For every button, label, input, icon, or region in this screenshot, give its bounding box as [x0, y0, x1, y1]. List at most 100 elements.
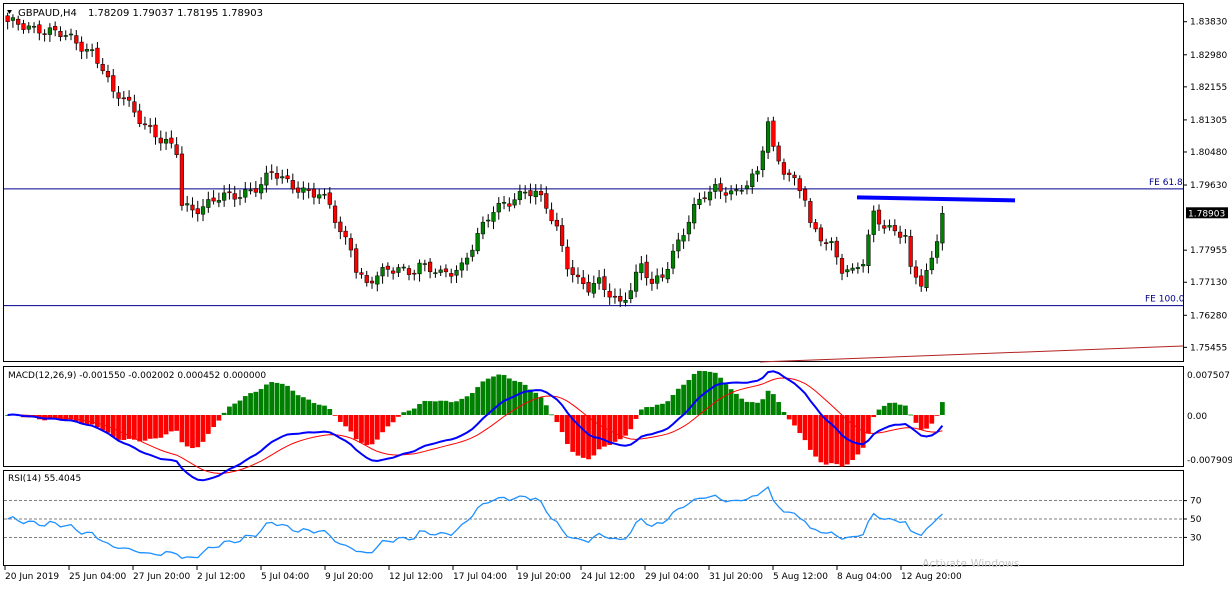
time-tick-label: 12 Jul 12:00 — [389, 572, 443, 582]
candle-body — [876, 209, 882, 225]
candle — [861, 259, 866, 273]
candle-body — [200, 206, 206, 215]
fe-61.8-label: FE 61.8 — [1149, 178, 1183, 188]
macd-histogram-bar — [116, 415, 121, 440]
macd-histogram-bar — [359, 415, 364, 443]
candle — [882, 219, 887, 234]
candle-body — [829, 241, 834, 244]
macd-histogram-bar — [406, 410, 412, 415]
candle — [565, 239, 570, 277]
candle-body — [338, 221, 343, 233]
candle-body — [707, 191, 713, 201]
macd-histogram-bar — [871, 415, 877, 418]
candle — [322, 188, 327, 200]
candle — [618, 288, 623, 307]
candle-body — [892, 225, 897, 232]
candle-body — [391, 270, 396, 274]
macd-histogram-bar — [311, 403, 317, 415]
candle-body — [348, 238, 353, 251]
candle — [348, 233, 353, 258]
candle-body — [295, 187, 301, 193]
macd-histogram-bar — [617, 415, 623, 440]
rsi-panel — [3, 470, 1184, 566]
macd-histogram-bar — [934, 415, 940, 416]
candle-body — [797, 178, 802, 192]
candle — [644, 254, 649, 286]
resistance-line[interactable] — [856, 195, 1016, 203]
candle-body — [507, 203, 512, 207]
candle — [269, 164, 274, 180]
candle-body — [903, 235, 908, 237]
time-tick-label: 12 Aug 20:00 — [901, 572, 962, 582]
candle-body — [523, 191, 528, 194]
candle — [707, 185, 713, 206]
macd-histogram-bar — [850, 415, 855, 460]
macd-histogram-bar — [216, 415, 222, 421]
candle-body — [396, 267, 401, 273]
candle — [903, 228, 908, 244]
candle-body — [253, 188, 258, 193]
macd-tick-top: 0.007507 — [1187, 371, 1230, 381]
candle-body — [882, 225, 887, 229]
candle-body — [105, 70, 111, 78]
triangle-down-icon[interactable] — [7, 10, 12, 14]
candle — [670, 243, 676, 275]
candle-body — [670, 250, 676, 269]
candle-body — [142, 123, 148, 126]
candle-body — [274, 173, 280, 179]
time-tick-label: 17 Jul 04:00 — [453, 572, 507, 582]
candle-body — [771, 120, 776, 147]
candle — [63, 30, 68, 41]
macd-histogram-bar — [163, 415, 169, 435]
candle — [934, 234, 940, 264]
macd-histogram-bar — [686, 380, 692, 415]
macd-histogram-bar — [174, 415, 180, 431]
macd-main-line — [7, 370, 944, 482]
candle — [53, 21, 58, 37]
macd-histogram-bar — [396, 415, 401, 417]
macd-histogram-bar — [369, 415, 375, 445]
candle-body — [702, 197, 707, 200]
candle — [850, 263, 855, 274]
macd-histogram-bar — [881, 405, 887, 415]
candle-body — [787, 172, 792, 175]
macd-histogram-bar — [712, 372, 718, 415]
candle-body — [369, 280, 375, 284]
candle — [676, 232, 681, 259]
candle — [111, 68, 116, 99]
candle — [470, 244, 475, 262]
candle — [818, 224, 823, 247]
trend-line[interactable] — [759, 345, 1184, 363]
candle-body — [111, 75, 116, 92]
candle — [475, 227, 480, 255]
macd-histogram-bar — [448, 402, 454, 415]
watermark-text: Activate Windows — [922, 557, 1020, 570]
macd-histogram-bar — [52, 415, 58, 419]
candle-body — [237, 197, 243, 199]
candle — [845, 265, 850, 278]
candle-body — [750, 173, 755, 188]
candle — [829, 237, 834, 251]
macd-histogram-bar — [707, 371, 713, 415]
candle — [533, 183, 538, 205]
candle-body — [760, 150, 765, 170]
candle-body — [433, 272, 438, 274]
candle — [200, 198, 206, 222]
candle-body — [443, 268, 449, 273]
candle-body — [734, 189, 739, 192]
time-tick-label: 27 Jun 20:00 — [133, 572, 190, 582]
candle — [771, 116, 776, 152]
macd-histogram-bar — [823, 415, 829, 465]
macd-histogram-bar — [475, 387, 481, 415]
candle — [612, 288, 618, 304]
macd-histogram-bar — [855, 415, 861, 455]
time-tick-label: 19 Jul 20:00 — [517, 572, 571, 582]
candle — [723, 186, 728, 203]
macd-histogram-bar — [565, 415, 570, 445]
candle — [84, 43, 89, 59]
macd-histogram-bar — [264, 384, 269, 415]
candle — [871, 205, 876, 243]
macd-histogram-bar — [501, 375, 507, 415]
